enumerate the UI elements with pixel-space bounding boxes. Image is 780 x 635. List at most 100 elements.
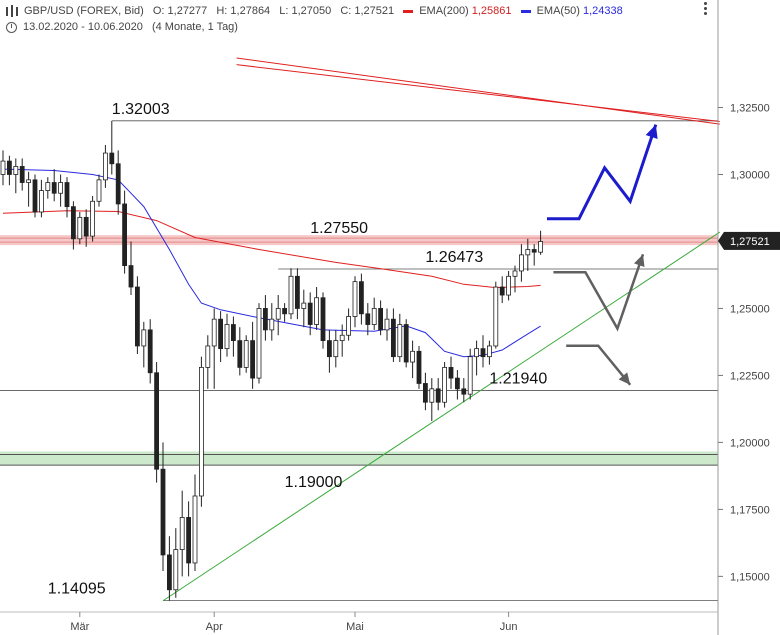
- candle-body: [519, 254, 524, 272]
- candle-40: [256, 303, 262, 384]
- candle-64: [410, 340, 416, 379]
- candle-43: [275, 295, 281, 336]
- candle-84: [538, 230, 543, 255]
- projection-mid-arrow-head: [634, 254, 645, 267]
- candle-55: [352, 276, 358, 328]
- candle-35: [224, 313, 230, 357]
- candle-body: [275, 308, 281, 320]
- candle-body: [346, 316, 352, 336]
- candle-body: [403, 324, 409, 363]
- candle-body: [166, 554, 172, 591]
- candle-body: [397, 324, 403, 358]
- candle-36: [230, 316, 236, 357]
- candle-body: [288, 275, 294, 315]
- candle-23: [147, 319, 153, 384]
- candle-19: [122, 190, 127, 274]
- candle-body: [64, 182, 70, 208]
- level-bands: [0, 235, 718, 466]
- candle-body: [474, 348, 480, 358]
- date-range: 13.02.2020 - 10.06.2020: [23, 21, 143, 33]
- candle-body: [147, 329, 153, 374]
- projection-mid-arrow: [553, 253, 645, 332]
- clock-icon: [6, 21, 17, 33]
- candle-body: [499, 286, 505, 296]
- candle-body: [454, 377, 460, 390]
- candle-53: [339, 324, 345, 357]
- time-axis: Mär Apr Mai Jun: [0, 611, 718, 633]
- x-tick-label-0: Mär: [70, 621, 89, 633]
- candle-body: [282, 308, 288, 315]
- price-axis: 1,325001,300001,275001,250001,225001,200…: [717, 0, 780, 635]
- candle-24: [154, 362, 160, 483]
- candle-body: [224, 324, 230, 350]
- candle-45: [288, 268, 294, 320]
- candle-body: [371, 308, 377, 325]
- projection-up-arrow: [547, 124, 658, 221]
- candle-76: [486, 340, 492, 365]
- open-value: O: 1,27277: [152, 5, 208, 17]
- candle-49: [314, 287, 320, 330]
- candle-body: [198, 366, 204, 497]
- y-tick-label-6: 1,17500: [730, 504, 770, 516]
- candle-body: [237, 340, 243, 368]
- candle-37: [237, 327, 243, 376]
- candle-body: [416, 350, 422, 384]
- candle-body: [103, 152, 108, 181]
- candle-body: [384, 318, 390, 331]
- candle-27: [173, 528, 179, 598]
- candle-39: [250, 321, 256, 389]
- candle-13: [83, 209, 89, 247]
- candle-74: [474, 340, 480, 376]
- candle-body: [51, 182, 57, 194]
- candle-77: [493, 281, 499, 349]
- projection-arrows: [547, 124, 658, 386]
- candle-59: [378, 300, 384, 336]
- candle-body: [32, 179, 38, 213]
- candle-body: [109, 152, 115, 165]
- candle-body: [269, 318, 275, 331]
- more-options-icon[interactable]: [701, 2, 710, 18]
- candle-body: [525, 249, 531, 256]
- downtrend-line-0: [236, 57, 720, 125]
- candle-15: [96, 174, 102, 207]
- candle-8: [51, 169, 57, 202]
- candle-body: [390, 318, 396, 358]
- candle-body: [0, 160, 6, 175]
- candle-body: [448, 366, 454, 379]
- candle-body: [435, 388, 441, 403]
- candle-body: [320, 297, 326, 342]
- candle-body: [179, 517, 185, 550]
- bar-chart-icon[interactable]: [6, 4, 18, 17]
- candle-body: [378, 308, 384, 331]
- ema200-value: 1,25861: [471, 5, 512, 17]
- ema50-swatch: [520, 9, 531, 13]
- candle-22: [141, 321, 147, 368]
- close-value: C: 1,27521: [340, 5, 395, 17]
- candle-34: [218, 311, 224, 363]
- candle-72: [461, 378, 467, 403]
- candle-body: [160, 468, 166, 556]
- candle-0: [0, 150, 6, 186]
- candle-70: [448, 356, 454, 389]
- candle-51: [326, 329, 332, 373]
- candle-body: [173, 549, 179, 591]
- candle-42: [269, 303, 275, 341]
- candle-body: [7, 160, 12, 175]
- y-tick-label-4: 1,22500: [730, 370, 770, 382]
- candle-10: [64, 177, 70, 218]
- candle-81: [519, 244, 524, 282]
- candle-46: [294, 268, 300, 320]
- candle-body: [480, 348, 486, 358]
- candle-body: [314, 297, 320, 325]
- candle-38: [243, 335, 249, 373]
- ema50-line: [2, 168, 541, 358]
- range-row: 13.02.2020 - 10.06.2020 (4 Monate, 1 Tag…: [6, 21, 244, 33]
- candle-52: [333, 329, 339, 368]
- candle-9: [58, 174, 63, 207]
- candle-68: [435, 378, 441, 411]
- candle-body: [429, 388, 435, 403]
- projection-low-arrow: [566, 344, 632, 386]
- ema200-swatch: [403, 9, 414, 13]
- x-tick-label-1: Apr: [206, 621, 223, 633]
